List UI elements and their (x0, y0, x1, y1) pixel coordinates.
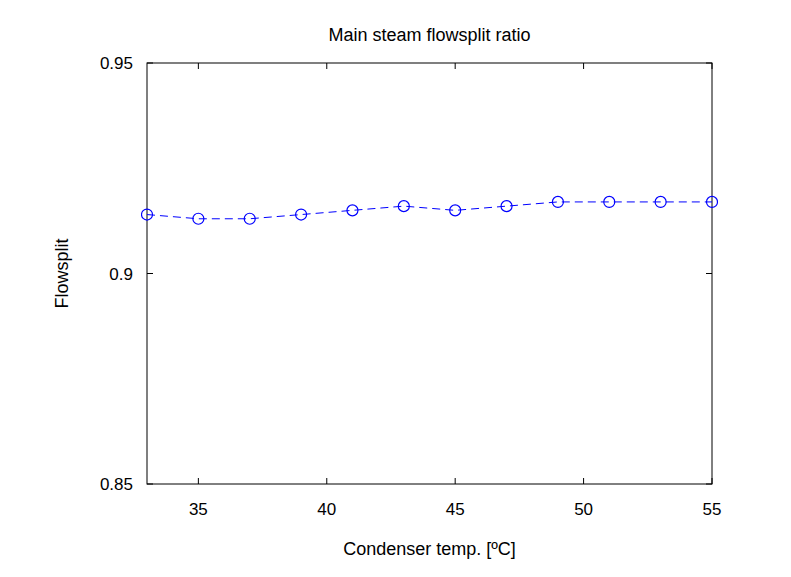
y-tick-label: 0.95 (100, 54, 133, 73)
x-tick (712, 478, 713, 484)
x-tick (455, 478, 456, 484)
y-tick-right (706, 63, 712, 64)
x-tick-label: 55 (703, 500, 722, 519)
x-tick-label: 35 (189, 500, 208, 519)
series-marker (707, 196, 718, 207)
series-marker (193, 213, 204, 224)
y-tick (147, 484, 153, 485)
y-tick (147, 273, 153, 274)
series-line (147, 202, 712, 219)
y-tick-label: 0.85 (100, 475, 133, 494)
x-tick-top (326, 63, 327, 69)
series-marker (501, 201, 512, 212)
x-tick-label: 45 (446, 500, 465, 519)
series-marker (347, 205, 358, 216)
plot-frame (147, 63, 712, 484)
series-marker (604, 196, 615, 207)
series-marker (244, 213, 255, 224)
series-marker (450, 205, 461, 216)
y-axis-label: Flowsplit (52, 238, 72, 308)
series-marker (655, 196, 666, 207)
x-tick (198, 478, 199, 484)
y-tick-label: 0.9 (109, 265, 133, 284)
y-tick-right (706, 273, 712, 274)
series-marker (296, 209, 307, 220)
plot-area (142, 196, 718, 224)
x-tick (583, 478, 584, 484)
series-marker (398, 201, 409, 212)
x-tick-top (455, 63, 456, 69)
series-marker (142, 209, 153, 220)
title: Main steam flowsplit ratio (328, 25, 530, 45)
x-tick-label: 40 (317, 500, 336, 519)
series-marker (552, 196, 563, 207)
x-tick-top (198, 63, 199, 69)
x-axis-label: Condenser temp. [ºC] (343, 539, 516, 559)
x-tick-label: 50 (574, 500, 593, 519)
chart: 35 40 45 50 55 0.85 0.9 0.95 Main steam flowspli… (0, 0, 791, 577)
y-tick (147, 63, 153, 64)
y-tick-right (706, 484, 712, 485)
x-tick-top (712, 63, 713, 69)
x-tick (326, 478, 327, 484)
x-tick-top (583, 63, 584, 69)
